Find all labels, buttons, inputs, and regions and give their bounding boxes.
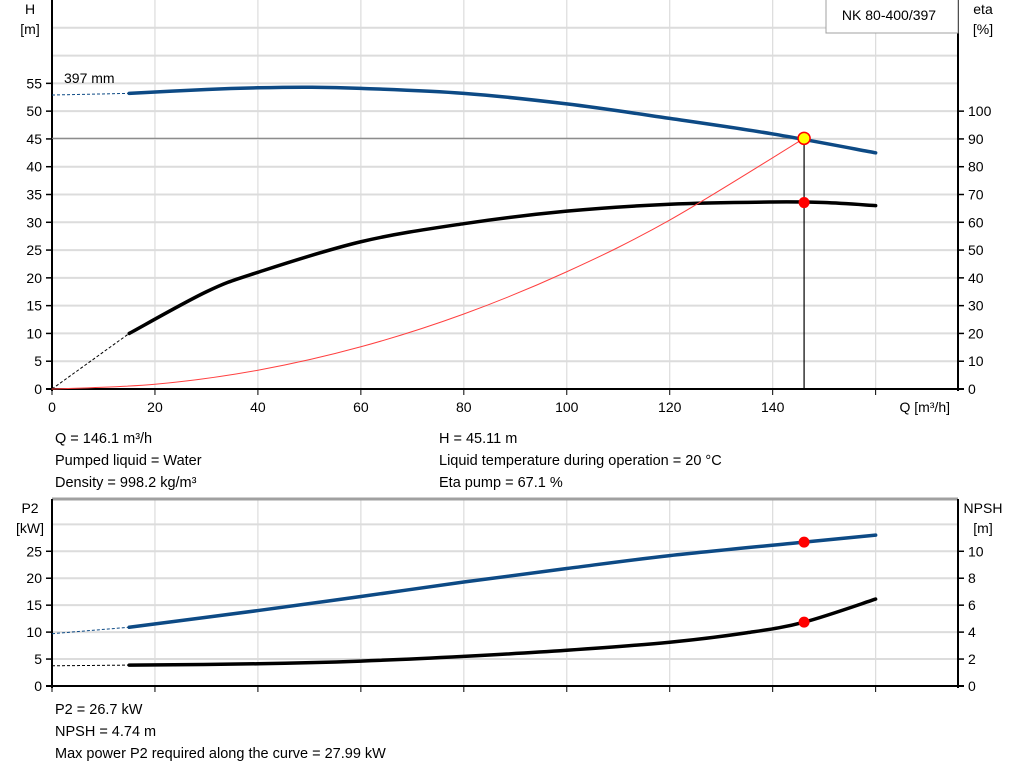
y-tick-label: 55	[26, 75, 42, 91]
x-tick-label: 0	[48, 399, 56, 415]
y-axis-label: P2	[21, 500, 38, 516]
y2-tick-label: 70	[968, 187, 984, 203]
y2-tick-label: 0	[968, 381, 976, 397]
y-tick-label: 20	[26, 570, 42, 586]
info-eta: Eta pump = 67.1 %	[439, 475, 563, 491]
x-tick-label: 80	[456, 399, 472, 415]
y-tick-label: 5	[34, 353, 42, 369]
info-density: Density = 998.2 kg/m³	[55, 475, 197, 491]
npsh-extrapolation	[51, 664, 130, 667]
power-duty-point	[798, 536, 810, 548]
y2-tick-label: 10	[968, 543, 984, 559]
y-tick-label: 15	[26, 597, 42, 613]
x-tick-label: 60	[353, 399, 369, 415]
info-max-p2: Max power P2 required along the curve = …	[55, 746, 386, 762]
y-tick-label: 5	[34, 651, 42, 667]
x-tick-label: 100	[555, 399, 579, 415]
power-p2-extrapolation	[51, 626, 130, 635]
y2-tick-label: 60	[968, 214, 984, 230]
y-tick-label: 25	[26, 543, 42, 559]
npsh-curve	[127, 597, 878, 667]
info-temperature: Liquid temperature during operation = 20…	[439, 453, 722, 469]
y-tick-label: 40	[26, 159, 42, 175]
info-flow: Q = 146.1 m³/h	[55, 431, 153, 447]
efficiency-curve	[127, 200, 878, 336]
y-tick-label: 35	[26, 187, 42, 203]
impeller-diameter-label: 397 mm	[64, 70, 115, 86]
npsh-duty-point	[798, 616, 810, 628]
y-tick-label: 20	[26, 270, 42, 286]
y2-tick-label: 80	[968, 159, 984, 175]
y-tick-label: 50	[26, 103, 42, 119]
y2-tick-label: 50	[968, 242, 984, 258]
y2-tick-label: 6	[968, 597, 976, 613]
x-axis-label: Q [m³/h]	[899, 399, 950, 415]
x-tick-label: 120	[658, 399, 682, 415]
y-tick-label: 25	[26, 242, 42, 258]
y-axis-label: H	[25, 1, 35, 17]
x-tick-label: 140	[761, 399, 785, 415]
y-tick-label: 0	[34, 381, 42, 397]
y2-tick-label: 8	[968, 570, 976, 586]
y-tick-label: 10	[26, 325, 42, 341]
x-tick-label: 40	[250, 399, 266, 415]
y2-axis-label: eta	[973, 1, 993, 17]
title-box	[825, 0, 959, 34]
efficiency-extrapolation	[51, 333, 130, 390]
y2-tick-label: 30	[968, 298, 984, 314]
y-tick-label: 45	[26, 131, 42, 147]
y2-axis-label: NPSH	[964, 500, 1003, 516]
head-duty-point	[797, 131, 811, 146]
y2-tick-label: 10	[968, 353, 984, 369]
chart-title: NK 80-400/397	[842, 7, 936, 23]
y-tick-label: 30	[26, 214, 42, 230]
y2-axis-unit: [m]	[973, 520, 992, 536]
y2-tick-label: 20	[968, 325, 984, 341]
y-axis-unit: [kW]	[16, 520, 44, 536]
info-liquid: Pumped liquid = Water	[55, 453, 202, 469]
y-tick-label: 15	[26, 298, 42, 314]
x-tick-label: 20	[147, 399, 163, 415]
y-axis-unit: [m]	[20, 21, 39, 37]
y2-tick-label: 100	[968, 103, 992, 119]
head-curve	[127, 85, 878, 155]
power-p2-curve	[127, 533, 878, 630]
y2-tick-label: 90	[968, 131, 984, 147]
y2-tick-label: 4	[968, 624, 976, 640]
y-tick-label: 10	[26, 624, 42, 640]
y2-axis-unit: [%]	[973, 21, 993, 37]
efficiency-duty-point	[798, 197, 810, 209]
info-npsh: NPSH = 4.74 m	[55, 724, 157, 740]
info-head: H = 45.11 m	[439, 431, 518, 447]
system-curve-curve	[51, 137, 805, 390]
y2-tick-label: 2	[968, 651, 976, 667]
y-tick-label: 0	[34, 678, 42, 694]
info-p2: P2 = 26.7 kW	[55, 702, 143, 718]
y2-tick-label: 0	[968, 678, 976, 694]
y2-tick-label: 40	[968, 270, 984, 286]
head-extrapolation	[51, 92, 130, 96]
